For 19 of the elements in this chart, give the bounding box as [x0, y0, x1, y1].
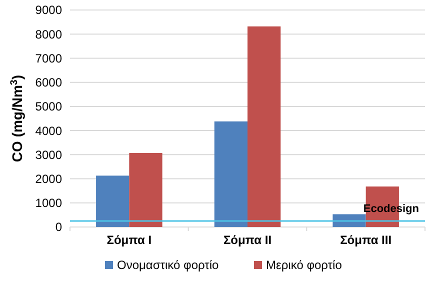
legend-label: Ονομαστικό φορτίο — [117, 258, 220, 272]
y-tick-label: 6000 — [35, 76, 62, 90]
x-tick-label: Σόμπα Ι — [106, 233, 152, 247]
y-tick-label: 2000 — [35, 172, 62, 186]
y-tick-label: 8000 — [35, 27, 62, 42]
legend-label: Μερικό φορτίο — [266, 258, 342, 272]
bar — [129, 152, 162, 227]
y-tick-label: 4000 — [35, 124, 62, 138]
x-tick-label: Σόμπα ΙΙΙ — [340, 233, 392, 247]
bar — [248, 26, 281, 227]
x-tick-label: Σόμπα ΙΙ — [223, 233, 272, 247]
bar — [214, 121, 248, 227]
y-tick-label: 9000 — [35, 3, 62, 18]
y-tick-label: 1000 — [35, 196, 62, 210]
y-tick-label: 5000 — [35, 100, 62, 114]
bar — [96, 176, 130, 227]
y-tick-label: 0 — [55, 220, 62, 234]
y-tick-label: 3000 — [35, 148, 62, 162]
y-tick-label: 7000 — [35, 51, 62, 66]
